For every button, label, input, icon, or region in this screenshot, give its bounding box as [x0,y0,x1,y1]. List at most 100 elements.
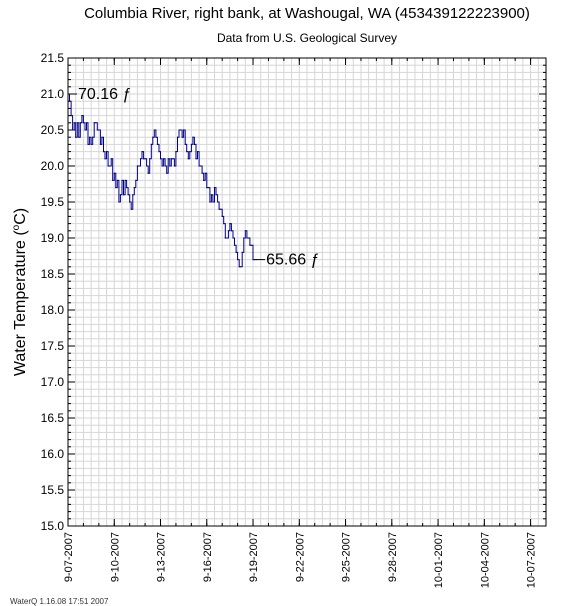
data-point [68,100,71,102]
data-point [112,179,114,181]
data-point [170,158,172,160]
data-point [121,179,123,181]
data-point [124,179,126,181]
y-tick-label: 17.5 [41,339,65,353]
data-point [79,122,81,124]
data-point [132,194,134,196]
data-point [141,151,143,153]
data-point [161,165,163,167]
data-point [179,129,182,131]
data-point [116,179,118,181]
data-point [164,165,166,167]
data-point [113,172,115,174]
data-point [181,136,183,138]
y-tick-label: 18.0 [41,303,65,317]
data-point [241,251,243,253]
footer-text: WaterQ 1.16.08 17:51 2007 [10,597,109,606]
data-point [81,115,83,117]
annotation-label: 70.16 ƒ [78,86,131,103]
y-tick-label: 15.0 [41,519,65,533]
y-tick-label: 20.0 [41,159,65,173]
y-axis-tick-labels: 15.0 15.5 16.0 16.5 17.0 17.5 18.0 18.5 19.0 19.5… [41,51,65,533]
x-tick-label: 9-07-2007 [63,532,75,582]
y-axis-label: Water Temperature (oC) [11,208,29,376]
x-tick-label: 10-01-2007 [433,532,445,588]
x-tick-label: 9-25-2007 [341,532,353,582]
data-point [84,129,86,131]
data-point [130,208,132,210]
data-point [226,237,228,239]
y-tick-label: 18.5 [41,267,65,281]
data-point [138,165,140,167]
data-point [223,223,225,225]
data-point [104,158,106,160]
x-tick-label: 9-28-2007 [387,532,399,582]
data-point [240,266,242,268]
data-point [195,158,197,160]
data-point [201,172,203,174]
data-point [247,237,250,239]
y-tick-label: 20.5 [41,123,65,137]
data-point [156,143,159,145]
data-point [176,136,179,138]
data-point [158,151,160,153]
data-point [127,194,129,196]
data-point [212,201,214,203]
data-point [150,143,152,145]
x-tick-label: 9-13-2007 [156,532,168,582]
data-point [190,143,192,145]
data-point [159,158,162,160]
data-point [87,143,89,145]
series-layer [67,93,257,268]
data-point [169,165,171,167]
data-point [153,129,155,131]
data-point [98,129,100,131]
data-point [101,136,103,138]
data-point [252,259,254,261]
data-point [175,151,177,153]
data-point [230,230,233,232]
data-point [250,244,253,246]
data-point [93,122,95,124]
data-point [109,165,111,167]
data-point [204,172,206,174]
data-point [152,136,154,138]
data-point [207,187,209,189]
data-point [70,115,72,117]
data-point [85,122,88,124]
annotation-label: 65.66 ƒ [266,252,319,269]
annotations: 70.16 ƒ 65.66 ƒ [68,86,320,269]
data-point [96,129,98,131]
data-point [220,208,222,210]
data-point [216,201,219,203]
data-point [110,158,112,160]
data-point [253,259,256,261]
data-point [78,136,80,138]
data-point [244,230,246,232]
data-point [235,251,237,253]
data-point [192,136,194,138]
data-point [209,201,211,203]
y-tick-label: 17.0 [41,375,65,389]
data-point [213,187,216,189]
data-point [167,158,169,160]
data-point [246,237,248,239]
data-point [82,122,85,124]
data-point [118,201,120,203]
data-point [129,201,131,203]
data-point [92,136,94,138]
data-point [142,158,145,160]
x-tick-label: 10-07-2007 [526,532,538,588]
data-point [238,266,240,268]
data-point [163,158,165,160]
data-point [237,259,239,261]
y-tick-label: 15.5 [41,483,65,497]
data-point [136,165,138,167]
y-tick-label: 21.5 [41,51,65,65]
chart-title: Columbia River, right bank, at Washougal… [84,5,530,22]
data-point [125,187,128,189]
data-point [189,151,191,153]
data-point [107,165,109,167]
data-point [227,230,229,232]
